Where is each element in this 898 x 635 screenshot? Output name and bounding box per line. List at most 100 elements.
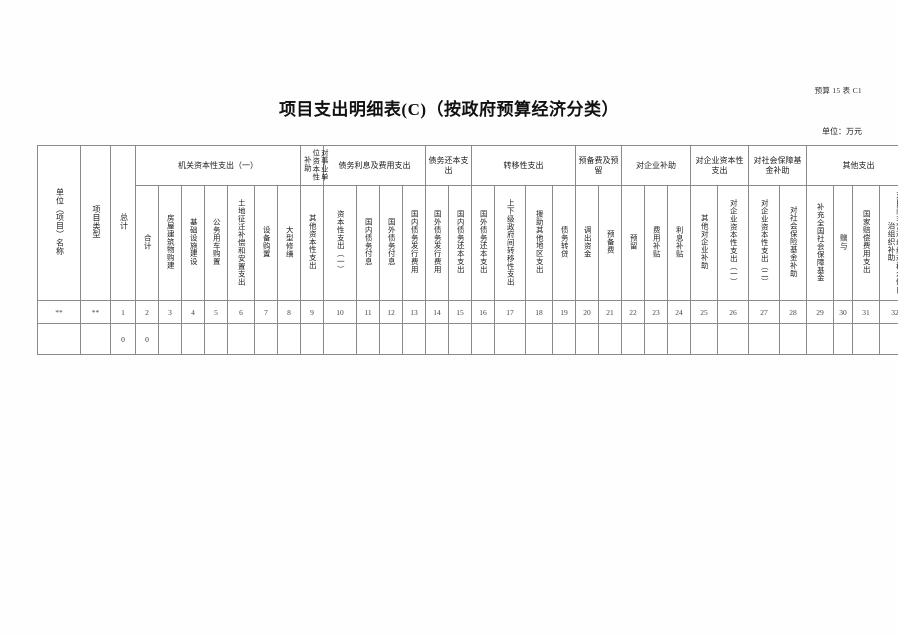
leaf-header-2: 房屋建筑物购建 bbox=[158, 185, 182, 301]
leaf-header-label: 设备购置 bbox=[262, 226, 272, 258]
column-number-cell: 13 bbox=[402, 300, 427, 324]
table-cell[interactable] bbox=[300, 323, 325, 355]
column-number-cell: ** bbox=[37, 300, 81, 324]
table-cell[interactable] bbox=[425, 323, 450, 355]
table-cell[interactable] bbox=[227, 323, 255, 355]
leaf-header-label: 国家赔偿费用支出 bbox=[862, 210, 872, 274]
leaf-header-13: 国外债务发行费用 bbox=[425, 185, 450, 301]
column-number-cell: 6 bbox=[227, 300, 255, 324]
column-number-cell: 14 bbox=[425, 300, 450, 324]
column-number-cell: 1 bbox=[110, 300, 136, 324]
column-number-cell: 18 bbox=[525, 300, 554, 324]
table-cell[interactable] bbox=[379, 323, 404, 355]
table-cell[interactable] bbox=[37, 323, 81, 355]
leaf-header-label: 补充全国社会保障基金 bbox=[816, 202, 826, 282]
column-number-cell: 32 bbox=[879, 300, 898, 324]
table-cell[interactable] bbox=[852, 323, 881, 355]
table-cell[interactable] bbox=[598, 323, 623, 355]
table-cell[interactable] bbox=[158, 323, 182, 355]
leaf-header-6: 设备购置 bbox=[254, 185, 278, 301]
leaf-header-25: 对企业资本性支出（一） bbox=[717, 185, 750, 301]
row-head-2: 项目类型 bbox=[80, 145, 111, 301]
table-cell[interactable] bbox=[833, 323, 854, 355]
leaf-header-16: 上下级政府间转移性支出 bbox=[494, 185, 527, 301]
table-body: ** ** 1 2 3 4 5 6 7 8 9 10 11 12 13 14 15 16 17 18 19 20 21 22 2… bbox=[37, 300, 898, 355]
table-cell[interactable] bbox=[276, 323, 302, 355]
table-cell[interactable] bbox=[471, 323, 496, 355]
column-number-cell: 30 bbox=[833, 300, 854, 324]
column-number-cell: 15 bbox=[448, 300, 473, 324]
leaf-header-label: 房屋建筑物购建 bbox=[166, 214, 176, 270]
leaf-header-label: 资本性支出（一） bbox=[336, 210, 346, 274]
table-cell[interactable] bbox=[879, 323, 898, 355]
leaf-header-row: 合计 房屋建筑物购建 基础设施建设 公务用车购置 土地征迁补偿和安置支出 设备购置 大型修缮… bbox=[38, 185, 898, 301]
table-cell[interactable] bbox=[552, 323, 577, 355]
budget-table-wrap: 单位（项目）名称 项目类型 总计 机关资本性支出（一） 对事业单位资本性补助 债务利息及费… bbox=[37, 145, 898, 355]
row-head-label: 项目类型 bbox=[91, 204, 101, 239]
leaf-header-4: 公务用车购置 bbox=[204, 185, 228, 301]
table-cell[interactable] bbox=[575, 323, 600, 355]
table-cell[interactable] bbox=[254, 323, 278, 355]
table-cell[interactable] bbox=[667, 323, 692, 355]
leaf-header-label: 国外债务付息 bbox=[387, 218, 397, 266]
column-number-cell: 22 bbox=[621, 300, 646, 324]
leaf-header-label: 对企业资本性支出（一） bbox=[729, 198, 739, 286]
leaf-header-9: 资本性支出（一） bbox=[323, 185, 358, 301]
leaf-header-label: 土地征迁补偿和安置支出 bbox=[237, 198, 247, 286]
table-cell[interactable] bbox=[644, 323, 669, 355]
table-cell[interactable] bbox=[779, 323, 808, 355]
budget-table: 单位（项目）名称 项目类型 总计 机关资本性支出（一） 对事业单位资本性补助 债务利息及费… bbox=[37, 145, 898, 355]
group-header-4: 债务还本支出 bbox=[425, 145, 473, 186]
leaf-header-label: 国外债务发行费用 bbox=[433, 210, 443, 274]
column-number-cell: 11 bbox=[356, 300, 381, 324]
column-number-cell: 31 bbox=[852, 300, 881, 324]
table-cell[interactable] bbox=[181, 323, 205, 355]
leaf-header-label: 预备费 bbox=[606, 230, 616, 254]
leaf-header-15: 国外债务还本支出 bbox=[471, 185, 496, 301]
leaf-header-1: 合计 bbox=[135, 185, 159, 301]
table-cell[interactable] bbox=[621, 323, 646, 355]
column-number-cell: 9 bbox=[300, 300, 325, 324]
table-cell[interactable] bbox=[717, 323, 750, 355]
table-cell[interactable] bbox=[402, 323, 427, 355]
column-number-cell: 27 bbox=[748, 300, 781, 324]
table-cell[interactable]: 0 bbox=[135, 323, 159, 355]
column-number-cell: 3 bbox=[158, 300, 182, 324]
group-header-7: 对企业补助 bbox=[621, 145, 692, 186]
group-header-5: 转移性支出 bbox=[471, 145, 577, 186]
table-cell[interactable] bbox=[748, 323, 781, 355]
table-cell[interactable] bbox=[494, 323, 527, 355]
table-cell[interactable] bbox=[448, 323, 473, 355]
leaf-header-label: 费用补贴 bbox=[652, 226, 662, 258]
table-cell[interactable] bbox=[525, 323, 554, 355]
table-cell[interactable] bbox=[204, 323, 228, 355]
column-number-cell: 20 bbox=[575, 300, 600, 324]
leaf-header-27: 对社会保险基金补助 bbox=[779, 185, 808, 301]
leaf-header-23: 利息补贴 bbox=[667, 185, 692, 301]
leaf-header-label: 国内债务还本支出 bbox=[456, 210, 466, 274]
row-head-3: 总计 bbox=[110, 145, 136, 301]
group-header-label: 对事业单位资本性补助 bbox=[303, 148, 330, 181]
leaf-header-3: 基础设施建设 bbox=[181, 185, 205, 301]
table-cell[interactable]: 0 bbox=[110, 323, 136, 355]
leaf-header-label: 对民间非营利组织和群众性自治组织补助 bbox=[887, 191, 898, 294]
column-number-cell: 2 bbox=[135, 300, 159, 324]
table-cell[interactable] bbox=[806, 323, 835, 355]
table-cell[interactable] bbox=[356, 323, 381, 355]
table-head: 单位（项目）名称 项目类型 总计 机关资本性支出（一） 对事业单位资本性补助 债务利息及费… bbox=[37, 145, 898, 301]
leaf-header-label: 调出资金 bbox=[583, 226, 593, 258]
group-header-2: 对事业单位资本性补助 bbox=[300, 145, 329, 186]
leaf-header-31: 对民间非营利组织和群众性自治组织补助 bbox=[879, 185, 898, 301]
leaf-header-11: 国外债务付息 bbox=[379, 185, 404, 301]
leaf-header-30: 国家赔偿费用支出 bbox=[852, 185, 881, 301]
leaf-header-18: 债务转贷 bbox=[552, 185, 577, 301]
column-number-cell: 4 bbox=[181, 300, 205, 324]
column-number-cell: ** bbox=[80, 300, 111, 324]
table-cell[interactable] bbox=[690, 323, 719, 355]
table-cell[interactable] bbox=[80, 323, 111, 355]
leaf-header-label: 对社会保险基金补助 bbox=[789, 206, 799, 278]
table-cell[interactable] bbox=[323, 323, 358, 355]
row-head-label: 总计 bbox=[119, 213, 129, 230]
leaf-header-14: 国内债务还本支出 bbox=[448, 185, 473, 301]
leaf-header-26: 对企业资本性支出（二） bbox=[748, 185, 781, 301]
